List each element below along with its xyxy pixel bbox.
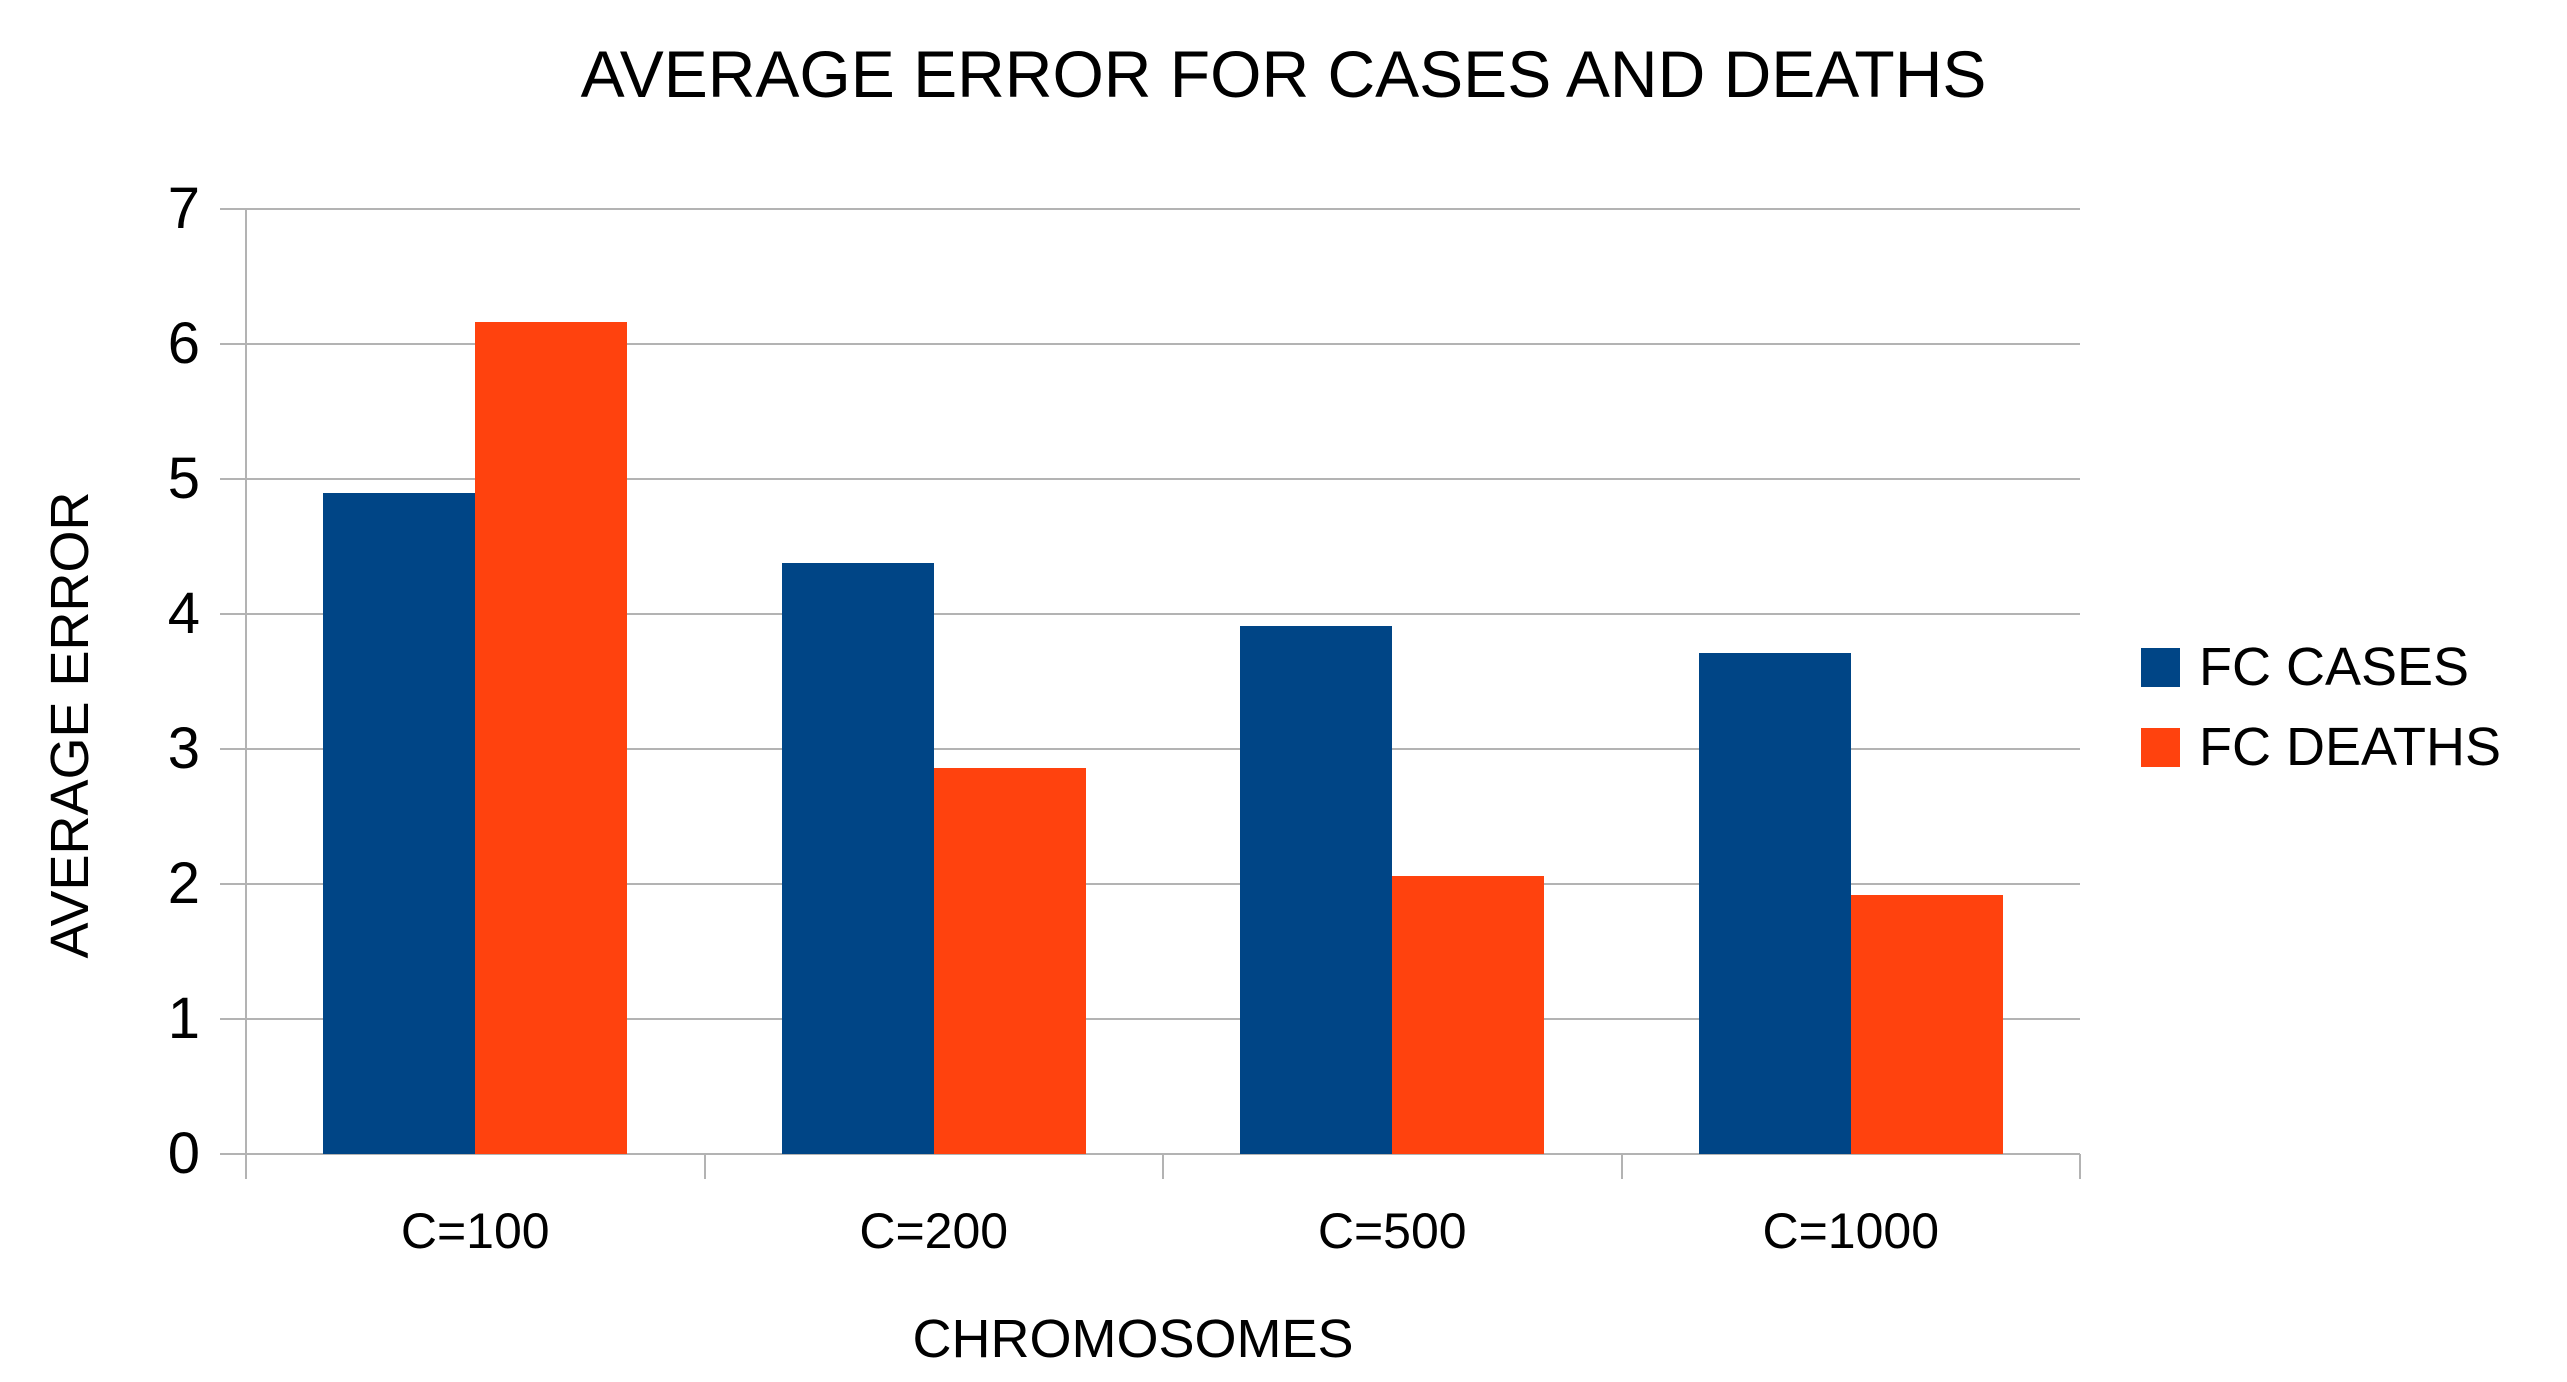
x-axis-tick-3 [1620, 1154, 1623, 1179]
chart-title: AVERAGE ERROR FOR CASES AND DEATHS [580, 37, 1987, 111]
legend-item-fc-deaths: FC DEATHS [2141, 717, 2502, 777]
bar-fc-cases-c-500 [1240, 626, 1393, 1154]
y-axis-line [245, 209, 247, 1179]
gridline-y-6 [246, 343, 2080, 345]
gridline-y-4 [246, 613, 2080, 615]
gridline-y-1 [246, 1018, 2080, 1020]
legend-label-fc-cases: FC CASES [2199, 637, 2470, 697]
legend-label-fc-deaths: FC DEATHS [2199, 717, 2502, 777]
y-axis-tick-3 [220, 748, 246, 750]
x-axis-title: CHROMOSOMES [912, 1309, 1354, 1369]
y-axis-tick-7 [220, 208, 246, 210]
legend-color-swatch-fc-cases [2141, 648, 2180, 687]
gridline-y-3 [246, 748, 2080, 750]
y-tick-label-6: 6 [167, 311, 200, 376]
y-tick-label-4: 4 [167, 581, 200, 646]
bar-fc-deaths-c-100 [475, 322, 628, 1154]
y-tick-label-0: 0 [167, 1121, 200, 1186]
bar-fc-cases-c-1000 [1698, 653, 1851, 1154]
y-tick-label-1: 1 [167, 986, 200, 1051]
y-tick-label-3: 3 [167, 716, 200, 781]
gridline-y-5 [246, 478, 2080, 480]
y-axis-tick-0 [220, 1153, 246, 1155]
x-category-label-c-200: C=200 [859, 1203, 1009, 1259]
gridline-y-7 [246, 208, 2080, 210]
x-axis-tick-4 [2079, 1154, 2081, 1179]
y-tick-label-7: 7 [167, 176, 200, 241]
x-category-label-c-500: C=500 [1317, 1203, 1467, 1259]
x-axis-tick-2 [1162, 1154, 1164, 1179]
y-axis-tick-1 [220, 1018, 246, 1020]
legend-color-swatch-fc-deaths [2141, 728, 2180, 767]
y-axis-tick-6 [220, 343, 246, 345]
bar-fc-cases-c-100 [323, 492, 476, 1154]
gridline-y-2 [246, 883, 2080, 885]
x-axis-tick-1 [703, 1154, 706, 1179]
bar-fc-cases-c-200 [781, 562, 934, 1154]
y-axis-tick-5 [220, 478, 246, 480]
bar-fc-deaths-c-500 [1392, 875, 1545, 1154]
x-category-label-c-1000: C=1000 [1762, 1203, 1940, 1259]
y-axis-tick-4 [220, 613, 246, 615]
bar-fc-deaths-c-200 [933, 767, 1086, 1154]
y-axis-tick-2 [220, 883, 246, 885]
bar-fc-deaths-c-1000 [1850, 894, 2003, 1154]
y-tick-label-5: 5 [167, 446, 200, 511]
y-tick-label-2: 2 [167, 851, 200, 916]
x-category-label-c-100: C=100 [400, 1203, 550, 1259]
legend-item-fc-cases: FC CASES [2141, 637, 2470, 697]
